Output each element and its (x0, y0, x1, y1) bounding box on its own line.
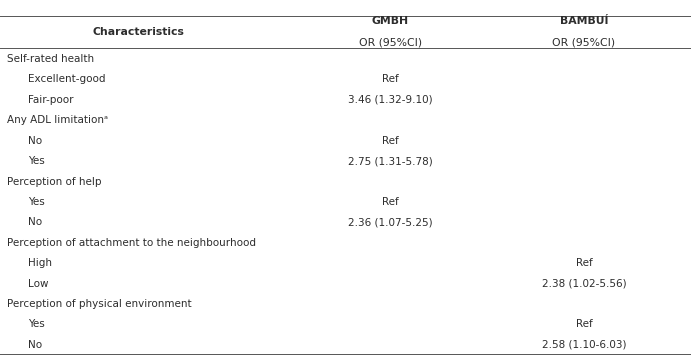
Text: Characteristics: Characteristics (93, 27, 184, 37)
Text: BAMBUÍ: BAMBUÍ (560, 16, 608, 26)
Text: Yes: Yes (28, 156, 44, 166)
Text: OR (95%CI): OR (95%CI) (359, 38, 422, 48)
Text: 2.58 (1.10-6.03): 2.58 (1.10-6.03) (542, 340, 626, 350)
Text: Ref: Ref (382, 74, 399, 84)
Text: Perception of physical environment: Perception of physical environment (7, 299, 191, 309)
Text: Ref: Ref (382, 136, 399, 146)
Text: No: No (28, 340, 41, 350)
Text: Ref: Ref (382, 197, 399, 207)
Text: 2.38 (1.02-5.56): 2.38 (1.02-5.56) (542, 279, 626, 289)
Text: Low: Low (28, 279, 48, 289)
Text: Yes: Yes (28, 319, 44, 329)
Text: Yes: Yes (28, 197, 44, 207)
Text: 2.36 (1.07-5.25): 2.36 (1.07-5.25) (348, 217, 433, 227)
Text: No: No (28, 136, 41, 146)
Text: No: No (28, 217, 41, 227)
Text: Perception of attachment to the neighbourhood: Perception of attachment to the neighbou… (7, 238, 256, 248)
Text: GMBH: GMBH (372, 16, 409, 26)
Text: 2.75 (1.31-5.78): 2.75 (1.31-5.78) (348, 156, 433, 166)
Text: OR (95%CI): OR (95%CI) (552, 38, 616, 48)
Text: Excellent-good: Excellent-good (28, 74, 105, 84)
Text: High: High (28, 258, 52, 268)
Text: 3.46 (1.32-9.10): 3.46 (1.32-9.10) (348, 95, 433, 105)
Text: Perception of help: Perception of help (7, 176, 102, 187)
Text: Any ADL limitationᵃ: Any ADL limitationᵃ (7, 115, 108, 125)
Text: Self-rated health: Self-rated health (7, 54, 94, 64)
Text: Fair-poor: Fair-poor (28, 95, 73, 105)
Text: Ref: Ref (576, 258, 592, 268)
Text: Ref: Ref (576, 319, 592, 329)
